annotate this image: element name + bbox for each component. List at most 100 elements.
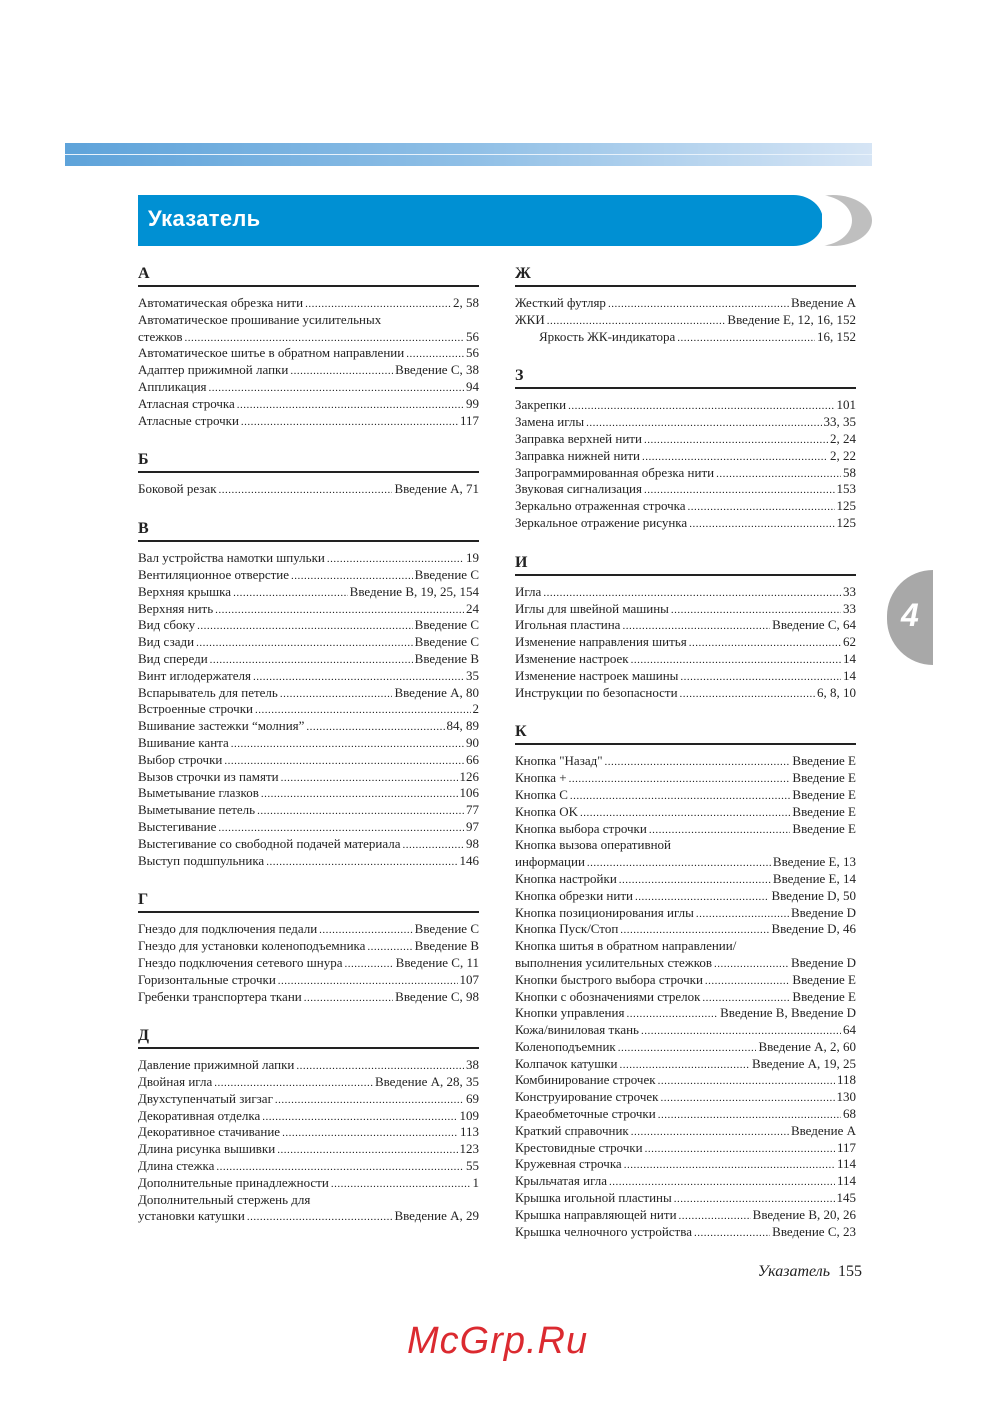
entry-term: Кнопка Пуск/Стоп: [515, 921, 619, 937]
entry-term: Выбор строчки: [138, 751, 223, 767]
page-number: 155: [838, 1263, 862, 1280]
index-entry: Иглы для швейной машины 33: [515, 601, 856, 618]
dot-leader: [641, 1022, 841, 1039]
index-entry: Кнопка C Введение E: [515, 787, 856, 804]
dot-leader: [304, 989, 393, 1006]
index-entry: Встроенные строчки 2: [138, 701, 479, 718]
index-entry: Адаптер прижимной лапки Введение C, 38: [138, 362, 479, 379]
entry-term: установки катушки: [138, 1208, 245, 1224]
entry-pages: Введение E, 14: [772, 870, 856, 886]
entry-pages: 118: [836, 1072, 856, 1088]
dot-leader: [185, 329, 465, 346]
index-entry: Изменение настроек машины 14: [515, 668, 856, 685]
index-entry: Выметывание глазков 106: [138, 785, 479, 802]
entry-pages: 35: [466, 667, 479, 683]
entry-pages: Введение A, 19, 25: [751, 1055, 856, 1071]
entry-pages: Введение C: [414, 566, 479, 582]
dot-leader: [649, 821, 791, 838]
entry-pages: Введение A: [790, 295, 856, 310]
index-entry: Автоматическое шитье в обратном направле…: [138, 345, 479, 362]
dot-leader: [218, 819, 464, 836]
entry-term: Длина стежка: [138, 1158, 215, 1174]
section-letter: З: [515, 365, 856, 390]
dot-leader: [216, 1158, 464, 1175]
index-entry: Кнопка шитья в обратном направлении/: [515, 938, 856, 955]
index-entry: Выстегивание 97: [138, 819, 479, 836]
dot-leader: [620, 1056, 750, 1073]
index-section: ИИгла33Иглы для швейной машины33Игольная…: [515, 552, 856, 702]
entry-pages: 19: [466, 550, 479, 566]
entry-term: Автоматическая обрезка нити: [138, 295, 304, 310]
entry-pages: 69: [466, 1090, 479, 1106]
entry-term: Изменение настроек машины: [515, 667, 679, 683]
dot-leader: [680, 685, 815, 702]
dot-leader: [261, 785, 458, 802]
entry-term: Зеркально отраженная строчка: [515, 498, 686, 514]
entry-term: Запрограммированная обрезка нити: [515, 464, 715, 480]
index-entry: Выметывание петель 77: [138, 802, 479, 819]
section-letter: А: [138, 263, 479, 287]
index-entry: Длина стежка 55: [138, 1158, 479, 1175]
header-band: [65, 143, 872, 166]
dot-leader: [608, 295, 789, 312]
entry-term: Краткий справочник: [515, 1122, 629, 1138]
band-divider: [65, 154, 872, 155]
dot-leader: [257, 802, 464, 819]
entry-pages: 117: [836, 1139, 856, 1155]
entry-pages: Введение D: [790, 954, 856, 970]
dot-leader: [620, 921, 769, 938]
index-entry: Дополнительные принадлежности 1: [138, 1175, 479, 1192]
entry-term: Игольная пластина: [515, 617, 621, 633]
entry-term: Кнопка обрезки нити: [515, 887, 633, 903]
entry-pages: Введение E: [792, 770, 856, 786]
entry-pages: Введение C: [414, 634, 479, 650]
entry-term: Адаптер прижимной лапки: [138, 362, 289, 378]
entry-pages: 38: [466, 1057, 479, 1073]
dot-leader: [568, 397, 834, 414]
entry-pages: 14: [843, 667, 856, 683]
entry-pages: 97: [466, 818, 479, 834]
index-entry: Звуковая сигнализация 153: [515, 481, 856, 498]
entry-term: Двухступенчатый зигзаг: [138, 1090, 273, 1106]
entry-pages: 114: [836, 1173, 856, 1189]
dot-leader: [679, 1207, 751, 1224]
entry-term: стежков: [138, 328, 183, 344]
entry-term: Комбинирование строчек: [515, 1072, 656, 1088]
index-entry: Кнопка вызова оперативной: [515, 837, 856, 854]
chapter-number: 4: [901, 597, 919, 633]
dot-leader: [367, 938, 412, 955]
index-entry: ЖКИ Введение E, 12, 16, 152: [515, 312, 856, 329]
dot-leader: [224, 752, 464, 769]
index-entry: Гнездо для подключения педали Введение C: [138, 921, 479, 938]
dot-leader: [214, 1074, 373, 1091]
entry-term: Верхняя крышка: [138, 583, 232, 599]
entry-pages: 64: [843, 1022, 856, 1038]
dot-leader: [696, 905, 789, 922]
entry-term: Кружевная строчка: [515, 1156, 622, 1172]
entry-pages: 33: [843, 600, 856, 616]
dot-leader: [266, 853, 457, 870]
index-entry: Игла 33: [515, 584, 856, 601]
entry-pages: Введение E: [792, 786, 856, 802]
entry-pages: 117: [459, 412, 479, 428]
index-entry: Краеобметочные строчки 68: [515, 1106, 856, 1123]
entry-pages: Введение D, 50: [771, 887, 856, 903]
dot-leader: [241, 413, 458, 430]
entry-term: Кнопка выбора строчки: [515, 820, 647, 836]
index-entry: Верхняя крышка Введение B, 19, 25, 154: [138, 584, 479, 601]
entry-pages: Введение C: [414, 617, 479, 633]
index-entry: Вшивание застежки “молния” 84, 89: [138, 718, 479, 735]
entry-term: Атласные строчки: [138, 412, 239, 428]
entry-term: Декоративное стачивание: [138, 1124, 281, 1140]
dot-leader: [291, 567, 413, 584]
section-letter: Ж: [515, 263, 856, 287]
entry-pages: Введение A: [790, 1122, 856, 1138]
entry-pages: 145: [836, 1190, 857, 1206]
dot-leader: [196, 634, 413, 651]
entry-pages: Введение C, 38: [395, 362, 479, 378]
chapter-tab: 4: [887, 570, 933, 665]
entry-pages: 56: [466, 328, 479, 344]
entry-term: Гнездо для установки коленоподъемника: [138, 938, 366, 954]
entry-pages: 90: [466, 734, 479, 750]
